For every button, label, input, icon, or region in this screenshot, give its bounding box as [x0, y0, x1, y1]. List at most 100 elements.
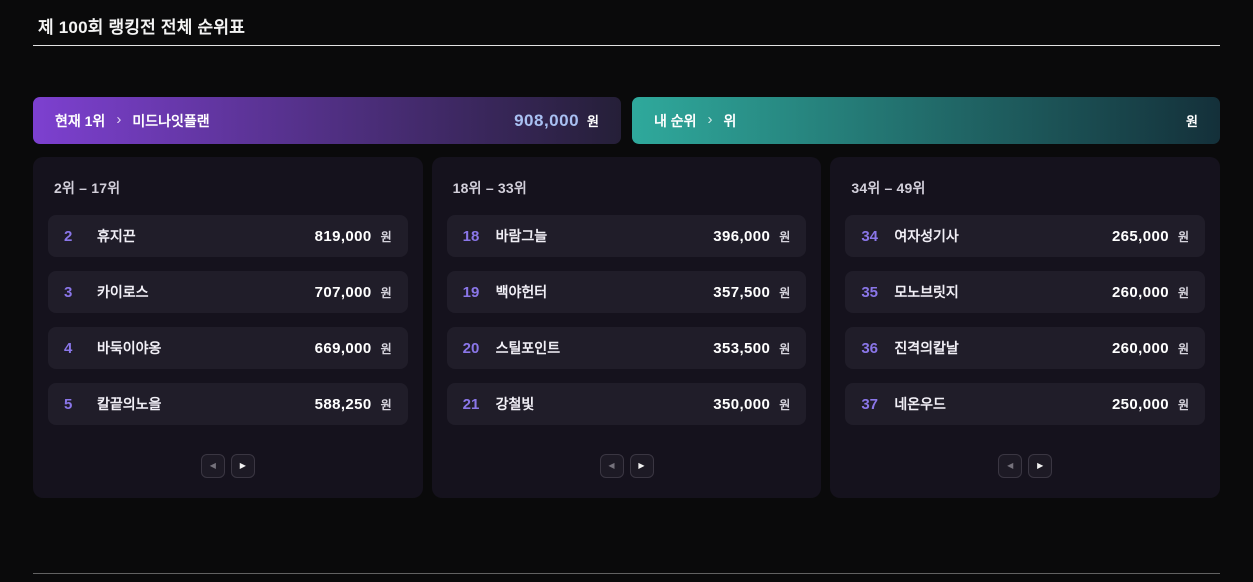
prize-amount: 588,250: [314, 395, 372, 413]
currency-label: 원: [1177, 397, 1190, 412]
chevron-right-icon: ›: [707, 111, 713, 128]
player-name: 여자성기사: [894, 228, 959, 244]
prize-amount: 707,000: [314, 283, 372, 301]
player-name: 칼끝의노을: [97, 396, 162, 412]
currency-label: 원: [779, 285, 791, 300]
currency-label: 원: [380, 285, 392, 300]
currency-label: 원: [779, 397, 791, 412]
rank-row: 19 백야헌터 357,500 원: [446, 271, 807, 313]
current-leader-info: 현재 1위 › 미드나잇플랜: [55, 111, 514, 131]
my-rank-value: 위: [723, 112, 737, 129]
currency-label: 원: [1177, 285, 1190, 300]
rank-row: 2 휴지끈 819,000 원: [48, 215, 408, 257]
prev-page-button[interactable]: ◀: [599, 454, 624, 478]
chevron-right-icon: ›: [116, 111, 122, 128]
prev-page-button[interactable]: ◀: [998, 454, 1023, 478]
player-name: 백야헌터: [495, 284, 548, 300]
rank-range-label: 34위 – 49위: [851, 180, 926, 196]
prev-icon: ◀: [608, 461, 615, 470]
prize-amount: 396,000: [713, 227, 771, 245]
page-header: 제 100회 랭킹전 전체 순위표: [33, 0, 1220, 46]
rank-number: 36: [861, 339, 879, 357]
prize-amount: 353,500: [713, 339, 771, 357]
player-name: 네온우드: [894, 396, 946, 412]
next-icon: ▶: [1037, 461, 1044, 470]
pagination: ◀ ▶: [447, 454, 807, 478]
prize-amount: 350,000: [713, 395, 771, 413]
rank-row: 36 진격의칼날 260,000 원: [845, 327, 1206, 369]
page-container: 제 100회 랭킹전 전체 순위표 현재 1위 › 미드나잇플랜 908,000…: [33, 0, 1221, 574]
currency-label: 원: [779, 341, 791, 356]
currency-label: 원: [1177, 341, 1190, 356]
prize-amount: 250,000: [1111, 395, 1169, 413]
rank-number: 19: [462, 283, 480, 301]
prev-page-button[interactable]: ◀: [200, 454, 225, 478]
rank-row: 20 스틸포인트 353,500 원: [446, 327, 807, 369]
next-page-button[interactable]: ▶: [1028, 454, 1053, 478]
ranking-columns: 2위 – 17위 2 휴지끈 819,000 원 3 카이로스 707,000 …: [33, 157, 1221, 498]
player-name: 바둑이야옹: [97, 340, 162, 356]
my-rank-currency: 원: [1186, 114, 1198, 129]
current-leader-amount-group: 908,000 원: [514, 111, 599, 131]
rank-number: 4: [64, 339, 73, 357]
rank-number: 5: [64, 395, 73, 413]
prize-amount: 669,000: [314, 339, 372, 357]
player-name: 카이로스: [97, 284, 149, 300]
summary-banners: 현재 1위 › 미드나잇플랜 908,000 원 내 순위 › 위 원: [33, 97, 1220, 144]
rank-number: 3: [64, 283, 73, 301]
prize-amount: 265,000: [1111, 227, 1169, 245]
currency-label: 원: [380, 229, 392, 244]
rank-row: 34 여자성기사 265,000 원: [845, 215, 1206, 257]
prize-amount: 357,500: [713, 283, 771, 301]
ranking-card-2-17: 2위 – 17위 2 휴지끈 819,000 원 3 카이로스 707,000 …: [33, 157, 423, 498]
currency-label: 원: [1177, 229, 1190, 244]
prize-amount: 819,000: [314, 227, 372, 245]
next-icon: ▶: [239, 461, 246, 470]
prize-amount: 260,000: [1111, 339, 1169, 357]
pagination: ◀ ▶: [845, 454, 1205, 478]
currency-label: 원: [380, 397, 392, 412]
rank-number: 2: [64, 227, 73, 245]
ranking-card-18-33: 18위 – 33위 18 바람그늘 396,000 원 19 백야헌터 357,…: [431, 157, 822, 498]
ranking-card-34-49: 34위 – 49위 34 여자성기사 265,000 원 35 모노브릿지 26…: [830, 157, 1221, 498]
player-name: 바람그늘: [495, 228, 548, 244]
player-name: 스틸포인트: [495, 340, 561, 356]
current-leader-amount: 908,000: [514, 110, 580, 130]
next-icon: ▶: [638, 461, 645, 470]
currency-label: 원: [380, 341, 392, 356]
current-leader-name: 미드나잇플랜: [132, 112, 210, 129]
player-name: 진격의칼날: [894, 340, 959, 356]
currency-label: 원: [779, 229, 791, 244]
prev-icon: ◀: [1007, 461, 1014, 470]
next-page-button[interactable]: ▶: [629, 454, 654, 478]
rank-row: 21 강철빛 350,000 원: [446, 383, 807, 425]
player-name: 강철빛: [495, 396, 535, 412]
rank-row: 4 바둑이야옹 669,000 원: [48, 327, 408, 369]
rank-row: 35 모노브릿지 260,000 원: [845, 271, 1206, 313]
my-rank-info: 내 순위 › 위: [654, 111, 1178, 131]
my-rank-label: 내 순위: [654, 112, 697, 129]
rank-number: 20: [462, 339, 480, 357]
rank-row: 5 칼끝의노을 588,250 원: [48, 383, 408, 425]
current-leader-currency: 원: [587, 113, 599, 129]
current-leader-label: 현재 1위: [55, 112, 106, 129]
page-title: 제 100회 랭킹전 전체 순위표: [38, 18, 246, 37]
title-divider: [33, 45, 1220, 46]
rank-number: 18: [462, 227, 480, 245]
rank-row: 37 네온우드 250,000 원: [845, 383, 1206, 425]
rank-row: 18 바람그늘 396,000 원: [446, 215, 807, 257]
my-rank-banner: 내 순위 › 위 원: [632, 97, 1220, 144]
prev-icon: ◀: [209, 461, 216, 470]
rank-row: 3 카이로스 707,000 원: [48, 271, 408, 313]
my-rank-amount-group: 원: [1178, 111, 1198, 130]
bottom-divider: [33, 573, 1220, 574]
player-name: 모노브릿지: [894, 284, 959, 300]
rank-range-label: 18위 – 33위: [452, 180, 527, 196]
rank-number: 35: [861, 283, 879, 301]
pagination: ◀ ▶: [48, 454, 408, 478]
next-page-button[interactable]: ▶: [230, 454, 255, 478]
prize-amount: 260,000: [1111, 283, 1169, 301]
rank-range-label: 2위 – 17위: [54, 180, 121, 196]
rank-number: 37: [861, 395, 879, 413]
current-leader-banner: 현재 1위 › 미드나잇플랜 908,000 원: [33, 97, 621, 144]
